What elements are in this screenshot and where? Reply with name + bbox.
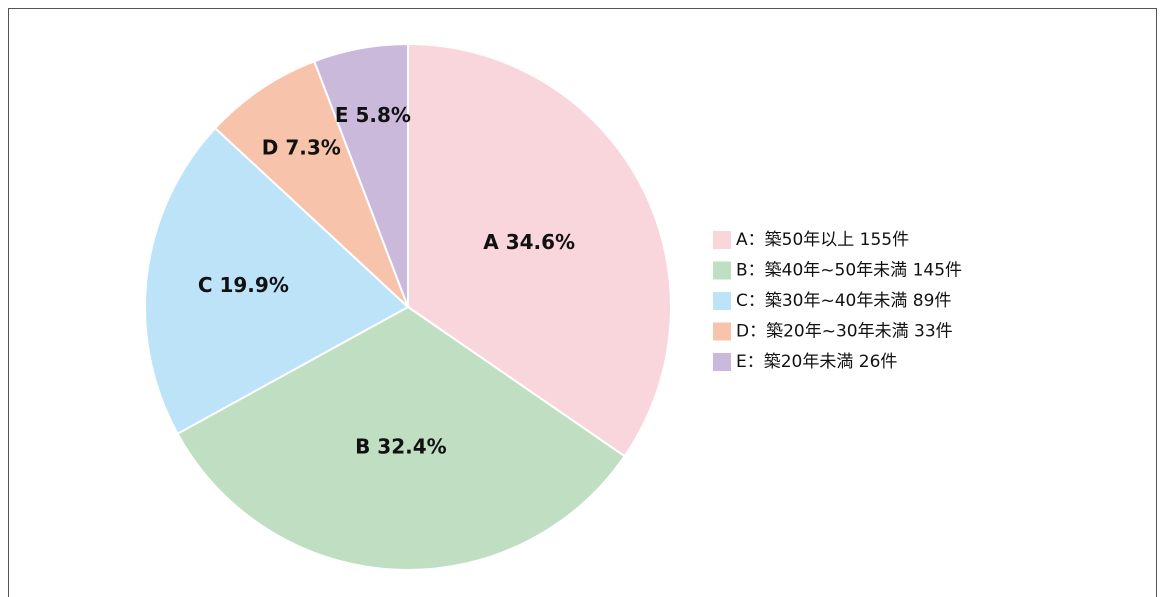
slice-label: A 34.6% xyxy=(483,230,575,254)
legend-swatch xyxy=(713,231,731,249)
legend-label: D：築20年~30年未満 33件 xyxy=(736,322,953,342)
frame xyxy=(8,8,1157,597)
legend-swatch xyxy=(713,353,731,371)
legend-swatch xyxy=(713,322,731,341)
pie-slice xyxy=(144,126,410,436)
pie-slice xyxy=(312,42,409,308)
slice-label: E 5.8% xyxy=(335,103,411,127)
slice-label: D 7.3% xyxy=(262,135,341,159)
pie-slice xyxy=(407,42,672,458)
legend-label: E：築20年未満 26件 xyxy=(736,352,897,372)
legend-label: C：築30年~40年未満 89件 xyxy=(736,291,951,311)
slice-label: C 19.9% xyxy=(198,273,289,297)
pie-slice xyxy=(213,59,409,308)
legend-swatch xyxy=(713,292,731,310)
legend-label: B：築40年~50年未満 145件 xyxy=(736,261,962,281)
slice-label: B 32.4% xyxy=(355,435,447,459)
legend-label: A：築50年以上 155件 xyxy=(736,230,909,250)
legend-swatch xyxy=(713,261,731,280)
